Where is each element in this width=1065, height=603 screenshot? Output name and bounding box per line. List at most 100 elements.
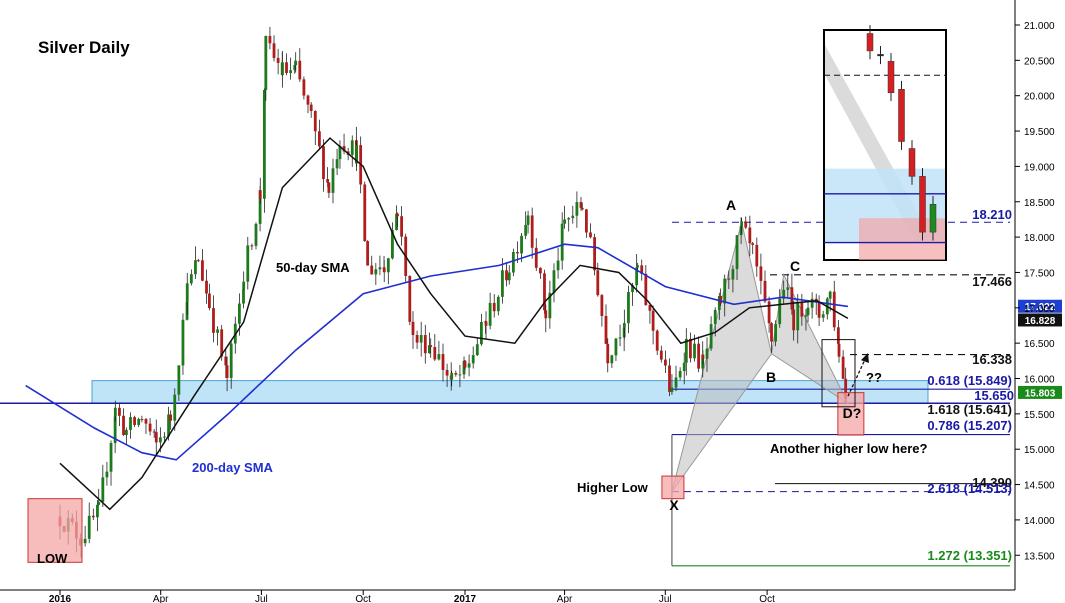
candle-body	[189, 274, 193, 284]
candle-body	[317, 131, 321, 147]
candle-body	[87, 515, 91, 539]
candle-body	[844, 378, 848, 399]
candle-body	[246, 245, 250, 282]
x-tick-label-0: 2016	[49, 594, 72, 603]
pattern-point-C: C	[790, 258, 800, 274]
candle-body	[579, 202, 583, 208]
level-label-2: 16.338	[972, 352, 1012, 367]
candle-body	[467, 363, 471, 368]
y-tick-label-8: 17.000	[1024, 304, 1055, 315]
candle-body	[828, 291, 832, 299]
low-label: LOW	[37, 551, 68, 566]
candle-body	[548, 292, 552, 319]
candle-body	[589, 232, 592, 238]
candle-body	[674, 377, 678, 388]
candle-body	[678, 371, 682, 378]
candle-body	[169, 414, 173, 421]
level-label-5: 1.618 (15.641)	[927, 402, 1012, 417]
candle-body	[163, 436, 166, 438]
candle-body	[596, 270, 600, 296]
candle-body	[194, 260, 197, 275]
candle-body	[242, 289, 245, 304]
candle-body	[309, 104, 313, 112]
candle-body	[600, 295, 604, 317]
candle-body	[538, 267, 542, 274]
inset-candle-body-6	[929, 203, 937, 233]
pattern-point-Dq: D?	[843, 405, 862, 421]
candle-body	[475, 344, 479, 356]
candle-body	[423, 335, 427, 354]
candle-body	[580, 207, 584, 210]
candle-body	[331, 168, 335, 193]
candle-body	[258, 190, 262, 199]
candle-body	[268, 35, 272, 44]
level-label-6: 0.786 (15.207)	[927, 418, 1012, 433]
candle-body	[306, 95, 310, 105]
candle-body	[327, 182, 331, 193]
candle-body	[91, 515, 95, 518]
price-badge-label-0: 17.022	[1025, 302, 1056, 313]
candle-body	[507, 272, 511, 281]
candle-body	[396, 213, 399, 217]
candle-body	[526, 215, 530, 225]
candle-body	[659, 350, 663, 360]
candle-body	[109, 443, 113, 472]
candle-body	[701, 354, 705, 359]
another-higher-low-label: Another higher low here?	[770, 441, 928, 456]
y-tick-label-0: 21.000	[1024, 21, 1055, 32]
candle-body	[450, 373, 454, 380]
candle-body	[735, 235, 739, 270]
candle-body	[83, 538, 87, 544]
candle-body	[682, 362, 686, 372]
candle-body	[755, 244, 759, 267]
candle-body	[778, 298, 782, 325]
candle-body	[627, 292, 630, 324]
candle-body	[655, 330, 659, 351]
higher-low-box	[661, 475, 685, 500]
candle-body	[748, 227, 752, 244]
candle-body	[713, 310, 717, 325]
candle-body	[419, 335, 423, 343]
candle-body	[520, 235, 523, 254]
candle-body	[237, 303, 241, 324]
candle-body	[552, 270, 556, 293]
candle-body	[782, 289, 786, 299]
candle-body	[463, 360, 467, 368]
candle-body	[386, 258, 390, 273]
candle-body	[836, 327, 840, 344]
candle-body	[770, 323, 773, 342]
candle-body	[118, 407, 121, 416]
candle-body	[105, 471, 109, 478]
candle-body	[148, 423, 152, 432]
y-tick-label-12: 15.000	[1024, 445, 1055, 456]
candle-body	[212, 308, 215, 333]
candle-body	[697, 343, 701, 369]
candle-body	[224, 356, 228, 366]
candle-body	[786, 287, 790, 290]
candle-body	[293, 65, 297, 71]
x-tick-label-3: Oct	[355, 594, 371, 603]
candle-body	[804, 315, 808, 317]
candle-body	[837, 343, 841, 357]
candle-body	[441, 354, 445, 370]
candle-body	[635, 267, 639, 286]
candle-body	[158, 437, 162, 443]
candle-body	[544, 310, 548, 319]
candle-body	[322, 146, 325, 180]
candle-body	[560, 223, 564, 261]
candle-body	[173, 394, 177, 421]
candle-body	[124, 429, 128, 436]
candle-body	[817, 302, 821, 318]
candle-body	[205, 280, 208, 294]
candle-body	[242, 281, 246, 290]
x-tick-label-1: Apr	[153, 594, 169, 603]
candle-body	[408, 275, 412, 322]
candle-body	[363, 184, 367, 242]
candle-body	[501, 270, 504, 297]
candle-body	[220, 329, 224, 357]
level-label-0: 18.210	[972, 207, 1012, 222]
candle-body	[740, 221, 744, 226]
candle-body	[454, 373, 458, 375]
